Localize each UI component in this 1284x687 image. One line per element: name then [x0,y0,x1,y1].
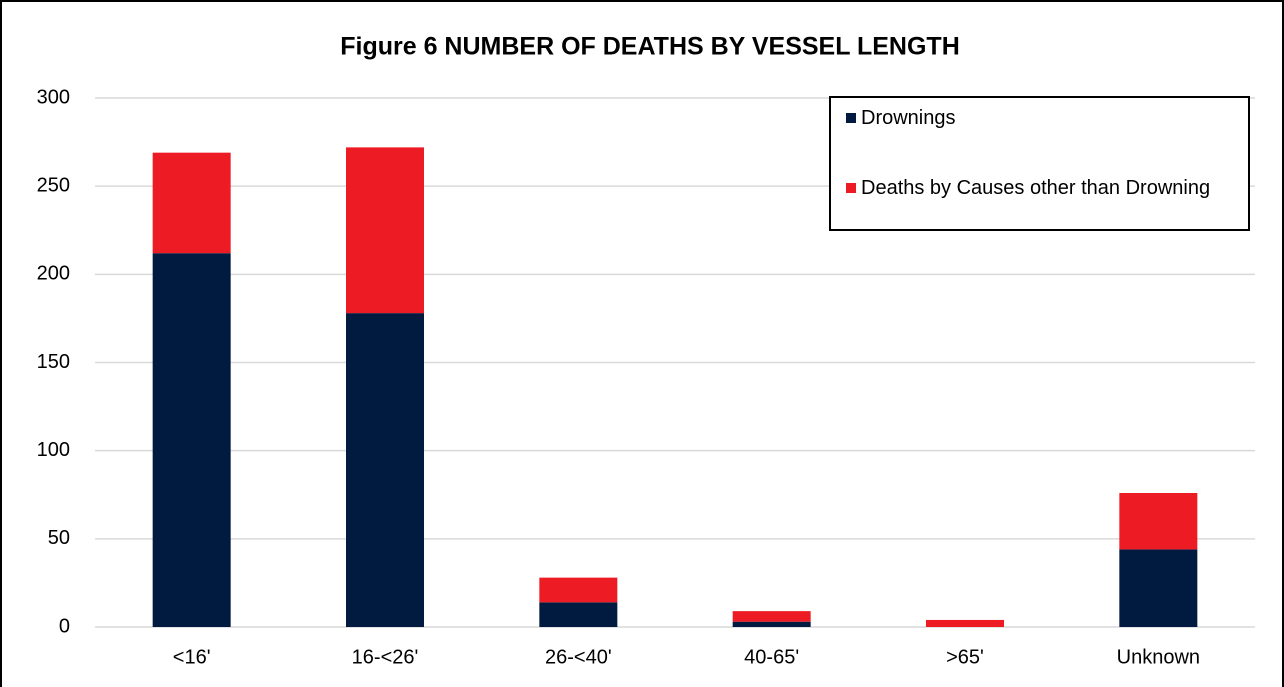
legend-item: Deaths by Causes other than Drowning [846,176,1231,200]
bar-segment [346,313,424,627]
x-tick-label: 40-65' [744,646,799,668]
bar-segment [152,152,231,254]
legend: Drownings Deaths by Causes other than Dro… [829,96,1250,231]
legend-swatch [846,183,856,193]
bar-segment [926,619,1004,627]
bar-segment [1119,549,1198,627]
legend-item: Drownings [846,106,1231,130]
bar-segment [152,253,231,627]
legend-swatch [846,113,856,123]
y-tick-label: 50 [48,527,70,549]
x-tick-label: 16-<26' [352,646,419,668]
x-tick-label: >65' [946,646,984,668]
legend-label: Deaths by Causes other than Drowning [861,177,1211,199]
x-tick-label: 26-<40' [545,646,612,668]
y-tick-label: 200 [37,263,70,285]
bar-segment [732,611,811,622]
y-tick-label: 0 [59,615,70,637]
bar-segment [1119,492,1198,550]
y-tick-label: 150 [37,351,70,373]
bar-segment [539,577,618,603]
bar-segment [539,602,618,627]
x-tick-label: Unknown [1117,646,1200,668]
y-tick-label: 100 [37,439,70,461]
y-tick-label: 300 [37,86,70,108]
y-tick-label: 250 [37,174,70,196]
bar-segment [732,621,811,627]
legend-label: Drownings [861,107,956,129]
bar-segment [346,147,424,314]
chart-title: Figure 6 NUMBER OF DEATHS BY VESSEL LENG… [340,33,960,61]
x-tick-label: <16' [173,646,211,668]
